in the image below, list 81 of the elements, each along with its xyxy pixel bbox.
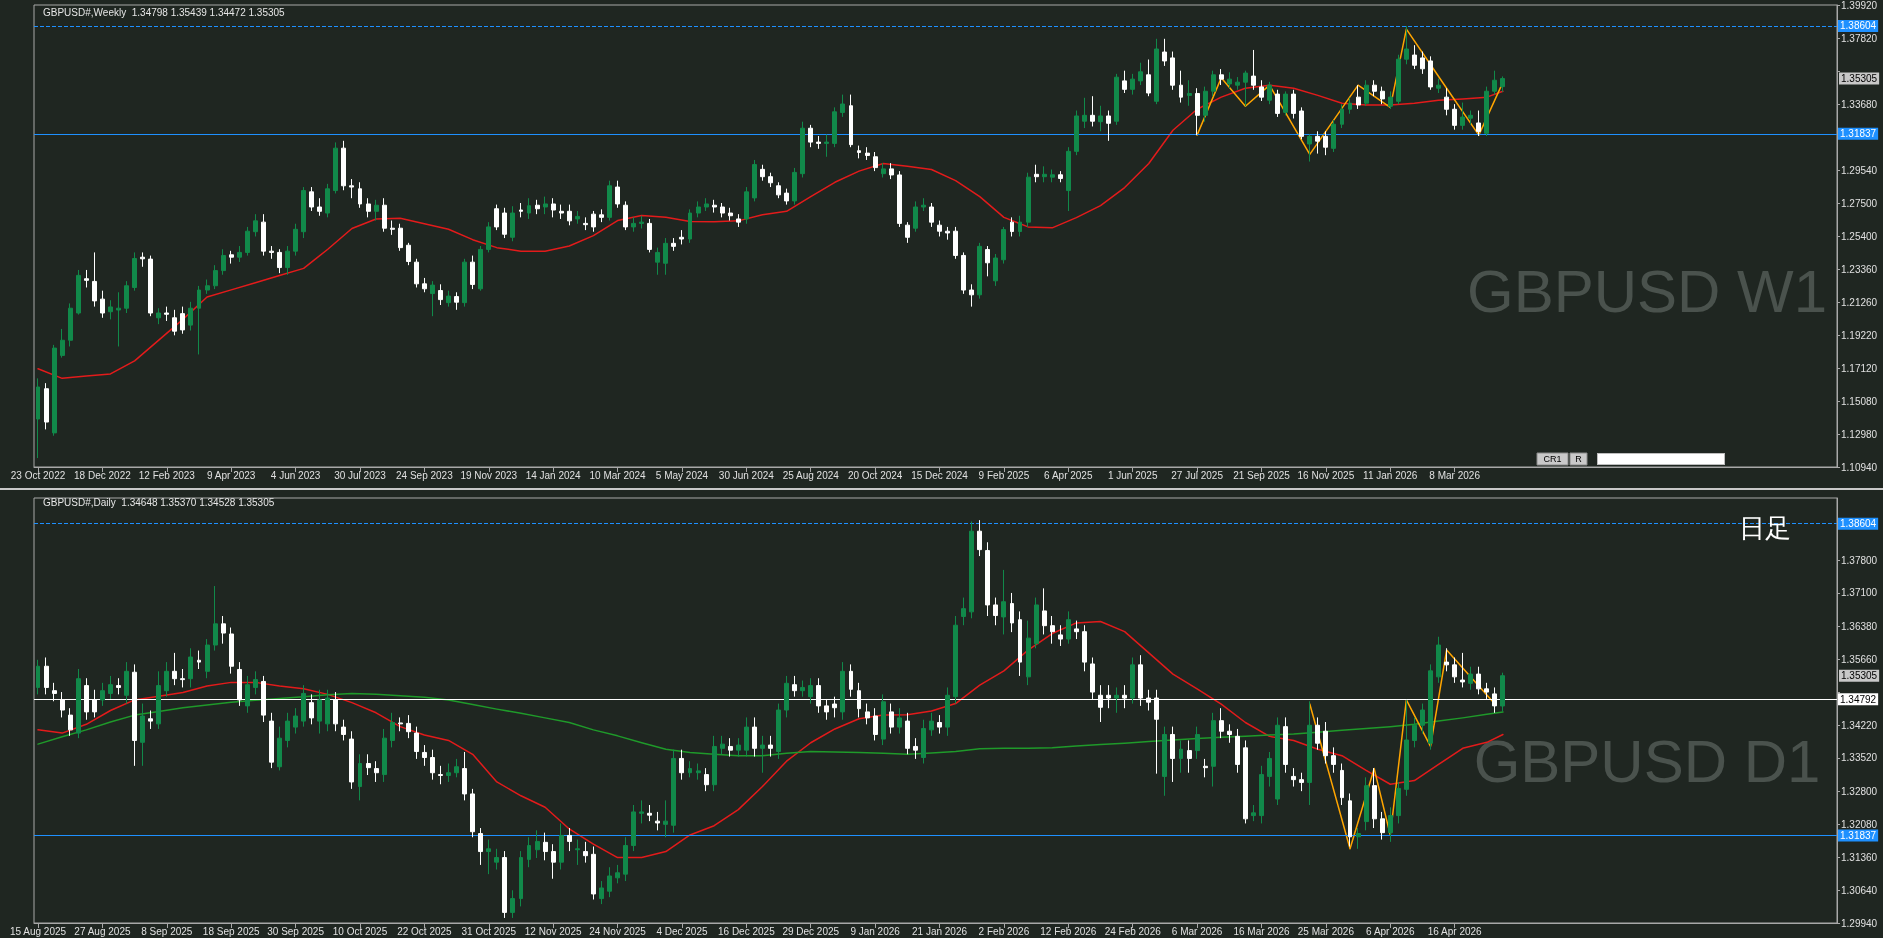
y-tick-label: 1.23360 [1841,263,1878,275]
y-tick-label: 1.29940 [1841,917,1878,929]
x-tick-label: 14 Jan 2024 [525,469,582,481]
y-tick-label: 1.39920 [1841,0,1878,11]
x-tick-label: 19 Nov 2023 [460,469,518,481]
x-tick-label: 24 Sep 2023 [396,469,454,481]
x-tick-label: 27 Aug 2025 [74,925,131,937]
text: 1.35305 [1841,670,1878,682]
x-tick-label: 6 Apr 2026 [1366,925,1415,937]
x-tick-label: 18 Sep 2025 [202,925,260,937]
y-tick-label: 1.27500 [1841,197,1878,209]
x-tick-label: 12 Feb 2026 [1040,925,1097,937]
x-tick-label: 12 Feb 2023 [138,469,196,481]
y-tick-label: 1.17120 [1841,362,1878,374]
x-tick-label: 4 Dec 2025 [656,925,708,937]
x-tick-label: 30 Jul 2023 [334,469,387,481]
y-tick-label: 1.35660 [1841,653,1878,665]
x-tick-label: 16 Nov 2025 [1297,469,1355,481]
x-tick-label: 24 Feb 2026 [1104,925,1162,937]
ref-line-label: 1.38604 [1840,518,1877,530]
x-tick-label: 23 Oct 2022 [10,469,66,481]
x-tick-label: 18 Dec 2022 [74,469,132,481]
x-tick-label: 9 Apr 2023 [207,469,256,481]
x-tick-label: 27 Jul 2025 [1171,469,1224,481]
x-tick-label: 16 Apr 2026 [1427,925,1483,937]
y-tick-label: 1.32800 [1841,785,1878,797]
x-tick-label: 21 Jan 2026 [911,925,968,937]
x-tick-label: 8 Sep 2025 [141,925,193,937]
x-tick-label: 25 Aug 2024 [782,469,840,481]
x-tick-label: 30 Jun 2024 [718,469,775,481]
y-tick-label: 1.25400 [1841,230,1878,242]
ref-line-label: 1.31837 [1840,128,1877,140]
x-tick-label: 25 Mar 2026 [1297,925,1355,937]
y-tick-label: 1.37100 [1841,587,1878,599]
annotation: R [1575,454,1583,464]
y-tick-label: 1.31360 [1841,852,1878,864]
y-tick-label: 1.29540 [1841,164,1878,176]
chart-title: GBPUSD#,Daily 1.34648 1.35370 1.34528 1.35305 [43,496,275,508]
y-tick-label: 1.15080 [1841,395,1878,407]
y-tick-label: 1.37800 [1841,555,1878,567]
x-tick-label: 29 Dec 2025 [782,925,840,937]
x-tick-label: 2 Feb 2026 [978,925,1030,937]
x-tick-label: 12 Nov 2025 [524,925,582,937]
x-tick-label: 15 Dec 2024 [911,469,969,481]
x-tick-label: 10 Oct 2025 [332,925,388,937]
ref-line-label: 1.31837 [1840,830,1877,842]
annotation: CR1 [1543,454,1562,464]
y-tick-label: 1.37820 [1841,32,1878,44]
y-tick-label: 1.36380 [1841,620,1878,632]
y-tick-label: 1.34220 [1841,720,1878,732]
y-tick-label: 1.10940 [1841,461,1878,473]
x-tick-label: 1 Jun 2025 [1107,469,1158,481]
x-tick-label: 5 May 2024 [655,469,709,481]
y-tick-label: 1.33680 [1841,98,1878,110]
x-tick-label: 16 Dec 2025 [717,925,776,937]
y-tick-label: 1.30640 [1841,885,1878,897]
text: 1.35305 [1841,73,1878,85]
x-tick-label: 11 Jan 2026 [1363,469,1418,481]
x-tick-label: 24 Nov 2025 [589,925,647,937]
x-tick-label: 21 Sep 2025 [1233,469,1291,481]
x-tick-label: 20 Oct 2024 [847,469,903,481]
y-tick-label: 1.33520 [1841,752,1878,764]
x-tick-label: 6 Mar 2026 [1171,925,1223,937]
ref-line-label: 1.34792 [1840,693,1877,705]
x-tick-label: 31 Oct 2025 [461,925,517,937]
x-tick-label: 6 Apr 2025 [1044,469,1093,481]
x-tick-label: 4 Jun 2023 [270,469,321,481]
ref-line-label: 1.38604 [1840,20,1877,32]
x-tick-label: 9 Jan 2026 [850,925,901,937]
y-tick-label: 1.21260 [1841,296,1878,308]
y-tick-label: 1.12980 [1841,428,1878,440]
x-tick-label: 22 Oct 2025 [397,925,453,937]
x-tick-label: 8 Mar 2026 [1429,469,1481,481]
y-tick-label: 1.32080 [1841,818,1878,830]
x-tick-label: 16 Mar 2026 [1233,925,1290,937]
x-tick-label: 15 Aug 2025 [9,925,67,937]
y-tick-label: 1.19220 [1841,329,1878,341]
x-tick-label: 9 Feb 2025 [978,469,1030,481]
x-tick-label: 30 Sep 2025 [267,925,325,937]
chart-title: GBPUSD#,Weekly 1.34798 1.35439 1.34472 1.35305 [43,6,286,18]
x-tick-label: 10 Mar 2024 [589,469,647,481]
